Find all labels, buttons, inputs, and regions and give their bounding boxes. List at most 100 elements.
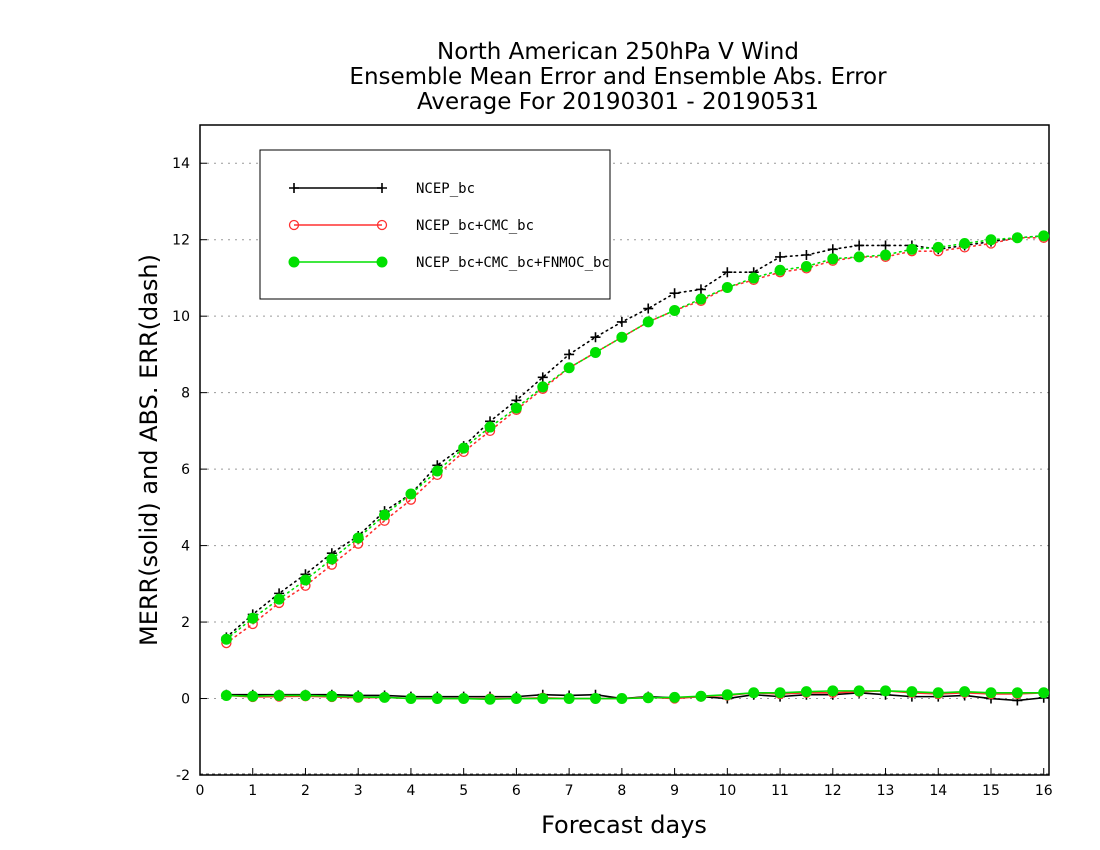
series-ncep-bc-cmc-bc-fnmoc-bc bbox=[220, 230, 1050, 705]
abs-error-line bbox=[225, 235, 1045, 641]
plot-area bbox=[199, 124, 1050, 776]
mean-error-point bbox=[510, 693, 522, 705]
abs-error-point bbox=[827, 244, 838, 255]
abs-error-point bbox=[299, 574, 311, 586]
title-line: Average For 20190301 - 20190531 bbox=[417, 89, 819, 115]
abs-error-point bbox=[985, 234, 997, 246]
legend-marker bbox=[288, 219, 300, 231]
y-tick-label: 12 bbox=[172, 233, 190, 249]
x-tick-label: 1 bbox=[248, 783, 257, 799]
abs-error-point bbox=[510, 402, 522, 414]
abs-error-point bbox=[537, 381, 549, 393]
x-tick-label: 2 bbox=[301, 783, 310, 799]
abs-error-point bbox=[537, 372, 548, 383]
legend-item: NCEP_bc+CMC_bc+FNMOC_bc bbox=[288, 255, 610, 271]
x-tick-label: 10 bbox=[718, 783, 736, 799]
abs-error-point bbox=[774, 264, 786, 276]
legend: NCEP_bc NCEP_bc+CMC_bc NCEP_bc+CMC_bc+FNMO… bbox=[259, 149, 611, 300]
legend-marker bbox=[376, 219, 388, 231]
abs-error-point bbox=[273, 593, 285, 605]
y-axis-title: MERR(solid) and ABS. ERR(dash) bbox=[135, 254, 163, 646]
mean-error-point bbox=[405, 693, 417, 705]
abs-error-point bbox=[642, 316, 654, 328]
mean-error-point bbox=[721, 689, 733, 701]
abs-error-point bbox=[748, 272, 760, 284]
abs-error-point bbox=[431, 465, 443, 477]
mean-error-point bbox=[1038, 687, 1050, 699]
mean-error-point bbox=[800, 686, 812, 698]
legend-marker bbox=[288, 256, 300, 268]
mean-error-point bbox=[484, 693, 496, 705]
mean-error-point bbox=[589, 693, 601, 705]
abs-error-point bbox=[643, 303, 654, 314]
legend-label: NCEP_bc+CMC_bc+FNMOC_bc bbox=[416, 255, 610, 271]
x-tick-label: 6 bbox=[512, 783, 521, 799]
mean-error-point bbox=[642, 692, 654, 704]
mean-error-point bbox=[695, 690, 707, 702]
legend-marker bbox=[289, 183, 299, 193]
abs-error-point bbox=[590, 332, 601, 343]
y-tick-label: 4 bbox=[181, 539, 190, 555]
series-ncep-bc bbox=[221, 230, 1049, 706]
abs-error-point bbox=[880, 240, 891, 251]
abs-error-point bbox=[326, 553, 338, 565]
series-ncep-bc-cmc-bc bbox=[221, 232, 1049, 704]
mean-error-point bbox=[326, 690, 338, 702]
abs-error-point bbox=[220, 633, 232, 645]
x-tick-label: 0 bbox=[196, 783, 205, 799]
abs-error-point bbox=[247, 612, 259, 624]
abs-error-point bbox=[959, 238, 971, 250]
abs-error-point bbox=[721, 282, 733, 293]
mean-error-point bbox=[906, 686, 918, 698]
legend-label: NCEP_bc+CMC_bc bbox=[416, 218, 534, 234]
mean-error-point bbox=[431, 693, 443, 705]
mean-error-point bbox=[458, 693, 470, 705]
series bbox=[220, 230, 1050, 706]
title-line: Ensemble Mean Error and Ensemble Abs. Er… bbox=[349, 64, 887, 90]
legend-item: NCEP_bc+CMC_bc bbox=[288, 218, 534, 234]
mean-error-point bbox=[1011, 687, 1023, 699]
mean-error-point bbox=[273, 689, 285, 701]
title-line: North American 250hPa V Wind bbox=[437, 39, 799, 65]
abs-error-point bbox=[616, 316, 627, 327]
x-tick-label: 14 bbox=[929, 783, 947, 799]
mean-error-point bbox=[985, 687, 997, 699]
abs-error-point bbox=[405, 488, 417, 500]
abs-error-point bbox=[1038, 230, 1050, 242]
mean-error-point bbox=[748, 687, 760, 699]
abs-error-point bbox=[722, 267, 733, 278]
x-tick-label: 16 bbox=[1035, 783, 1053, 799]
abs-error-point bbox=[484, 421, 496, 433]
legend-label: NCEP_bc bbox=[416, 181, 475, 197]
y-tick-label: 2 bbox=[181, 615, 190, 631]
legend-item: NCEP_bc bbox=[289, 181, 475, 197]
x-tick-label: 9 bbox=[670, 783, 679, 799]
mean-error-point bbox=[379, 691, 391, 703]
abs-error-point bbox=[669, 288, 680, 299]
mean-error-point bbox=[352, 691, 364, 703]
abs-error-point bbox=[564, 349, 575, 360]
legend-marker bbox=[377, 183, 387, 193]
abs-error-point bbox=[669, 304, 681, 316]
mean-error-point bbox=[880, 685, 892, 697]
abs-error-point bbox=[854, 240, 865, 251]
mean-error-point bbox=[932, 687, 944, 699]
abs-error-point bbox=[352, 532, 364, 544]
mean-error-point bbox=[299, 689, 311, 701]
abs-error-point bbox=[695, 284, 706, 295]
x-tick-label: 11 bbox=[771, 783, 789, 799]
x-tick-label: 8 bbox=[617, 783, 626, 799]
x-axis: 0 1 2 3 4 5 6 7 8 9 10 11 12 13 14 15 16 bbox=[196, 768, 1053, 799]
y-tick-label: 14 bbox=[172, 156, 190, 172]
x-tick-label: 12 bbox=[824, 783, 842, 799]
abs-error-point bbox=[853, 251, 865, 263]
abs-error-point bbox=[801, 250, 812, 260]
y-axis: -2 0 2 4 6 8 10 12 14 bbox=[172, 156, 207, 784]
mean-error-point bbox=[563, 693, 575, 705]
mean-error-point bbox=[774, 687, 786, 699]
x-tick-label: 3 bbox=[354, 783, 363, 799]
abs-error-line bbox=[225, 235, 1045, 639]
mean-error-point bbox=[959, 686, 971, 698]
